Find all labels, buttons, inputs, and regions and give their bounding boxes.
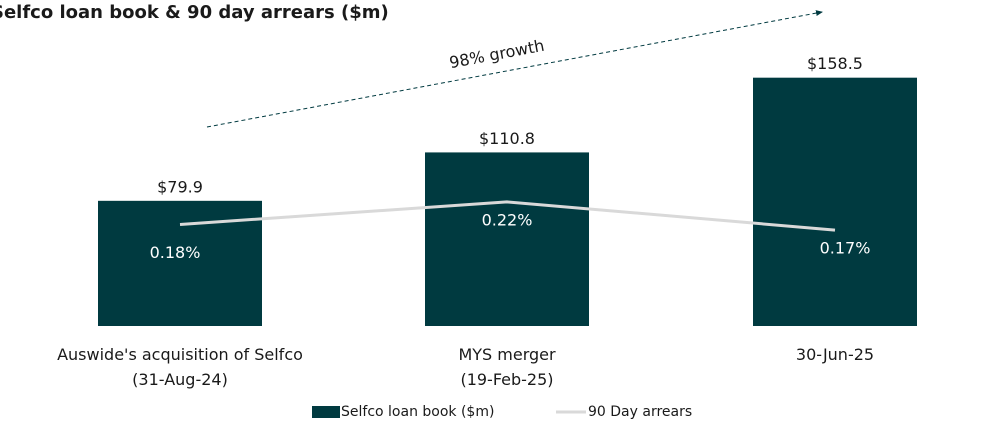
x-tick-label: MYS merger (19-Feb-25): [458, 345, 556, 389]
legend-swatch: [312, 406, 340, 418]
chart-title: Selfco loan book & 90 day arrears ($m): [0, 2, 389, 23]
x-tick-label: Auswide's acquisition of Selfco (31-Aug-…: [57, 345, 303, 389]
value-label: 0.18%: [150, 243, 201, 262]
growth-arrow: [206, 10, 823, 128]
bar: [753, 77, 917, 326]
value-label: 0.17%: [820, 239, 871, 258]
legend-label: 90 Day arrears: [588, 404, 692, 420]
legend-label: Selfco loan book ($m): [341, 404, 494, 420]
value-label: $110.8: [479, 129, 535, 148]
value-label: $158.5: [807, 54, 863, 73]
value-label: $79.9: [157, 177, 203, 196]
x-tick-label: 30-Jun-25: [795, 345, 875, 364]
arrears-line: [179, 200, 836, 232]
bar: [425, 152, 589, 326]
value-label: 0.22%: [482, 210, 533, 229]
